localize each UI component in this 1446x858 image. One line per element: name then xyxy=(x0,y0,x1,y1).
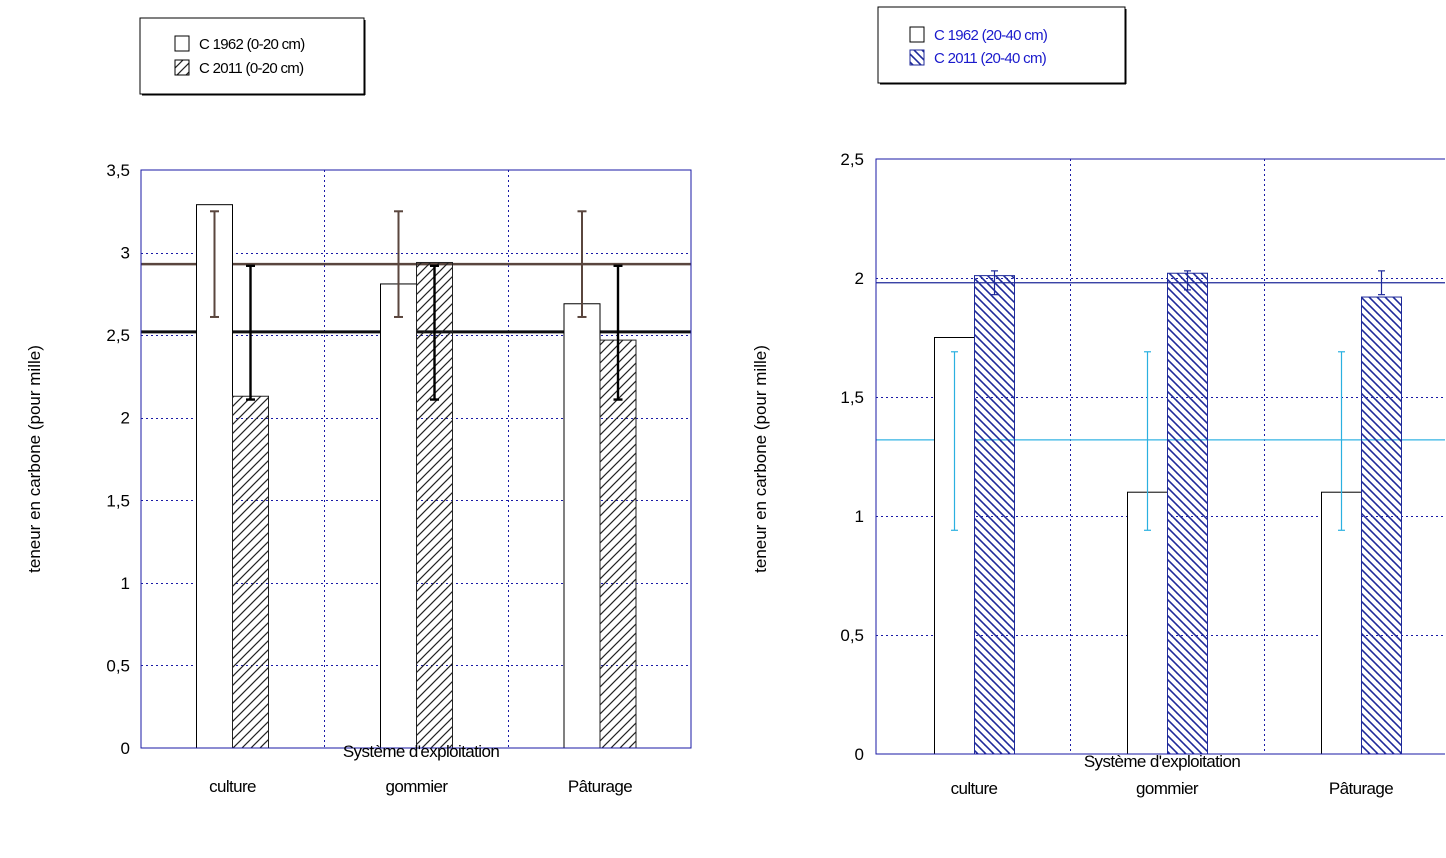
left-legend-box xyxy=(139,17,365,95)
right-chart-panel: C 1962 (20-40 cm) C 2011 (20-40 cm) 0 0,5… xyxy=(751,6,1445,798)
y-tick-label: 1,5 xyxy=(106,491,130,510)
right-y-tick-labels: 0 0,5 1 1,5 2 2,5 xyxy=(840,150,864,764)
right-legend-box xyxy=(877,6,1126,84)
error-bar-1962-gommier xyxy=(1144,351,1151,531)
error-bar-1962-culture xyxy=(951,351,958,531)
right-plot-frame xyxy=(875,158,1445,755)
bar-1962-gommier xyxy=(1127,491,1168,755)
bar-2011-culture xyxy=(232,395,269,749)
error-bar-2011-culture xyxy=(246,264,255,401)
left-x-tick-labels: culture gommier Pâturage xyxy=(209,777,633,796)
bar-1962-gommier xyxy=(380,283,417,749)
right-x-tick-labels: culture gommier Pâturage xyxy=(951,779,1394,798)
y-tick-label: 1 xyxy=(855,507,864,526)
x-category-label: culture xyxy=(951,779,998,798)
left-bars xyxy=(196,204,637,749)
left-legend-swatch-2011 xyxy=(174,59,190,76)
right-y-axis-label: teneur en carbone (pour mille) xyxy=(751,345,770,573)
error-bar-2011-pâturage xyxy=(613,264,623,401)
right-gridlines xyxy=(876,159,1445,754)
x-category-label: Pâturage xyxy=(1329,779,1393,798)
x-category-label: culture xyxy=(209,777,256,796)
bar-2011-pâturage xyxy=(1361,296,1402,755)
left-y-tick-labels: 0 0,5 1 1,5 2 2,5 3 3,5 xyxy=(106,161,130,758)
bar-2011-culture xyxy=(974,275,1015,755)
right-legend-label-1962: C 1962 (20-40 cm) xyxy=(934,27,1048,44)
error-bar-2011-gommier xyxy=(1184,270,1191,291)
y-tick-label: 1 xyxy=(121,574,130,593)
left-plot-frame xyxy=(140,169,692,749)
x-category-label: Pâturage xyxy=(568,777,632,796)
error-bar-1962-pâturage xyxy=(577,210,587,318)
left-legend-swatch-1962 xyxy=(174,35,190,52)
y-tick-label: 3,5 xyxy=(106,161,130,180)
left-legend-label-2011: C 2011 (0-20 cm) xyxy=(199,60,304,77)
left-x-axis-label: Système d'exploitation xyxy=(343,742,500,761)
bar-2011-pâturage xyxy=(599,339,637,749)
y-tick-label: 0,5 xyxy=(106,656,130,675)
y-tick-label: 2,5 xyxy=(106,326,130,345)
y-tick-label: 3 xyxy=(121,244,130,263)
y-tick-label: 0,5 xyxy=(840,626,864,645)
error-bar-1962-culture xyxy=(210,210,219,318)
left-chart-panel: C 1962 (0-20 cm) C 2011 (0-20 cm) 0 0,5 1 1… xyxy=(25,17,692,796)
error-bar-1962-pâturage xyxy=(1338,351,1345,531)
right-legend-label-2011: C 2011 (20-40 cm) xyxy=(934,50,1047,67)
x-category-label: gommier xyxy=(1136,779,1199,798)
y-tick-label: 1,5 xyxy=(840,388,864,407)
right-legend-swatch-2011 xyxy=(909,49,925,66)
x-category-label: gommier xyxy=(386,777,449,796)
left-legend-label-1962: C 1962 (0-20 cm) xyxy=(199,36,305,53)
right-x-axis-label: Système d'exploitation xyxy=(1084,752,1241,771)
error-bar-2011-gommier xyxy=(430,264,439,401)
right-error-bars xyxy=(951,270,1385,531)
right-bars xyxy=(934,272,1402,755)
bar-1962-pâturage xyxy=(563,303,601,749)
y-tick-label: 0 xyxy=(121,739,130,758)
left-legend: C 1962 (0-20 cm) C 2011 (0-20 cm) xyxy=(139,17,366,96)
y-tick-label: 2 xyxy=(855,269,864,288)
left-y-axis-label: teneur en carbone (pour mille) xyxy=(25,345,44,573)
right-legend: C 1962 (20-40 cm) C 2011 (20-40 cm) xyxy=(877,6,1127,85)
y-tick-label: 2,5 xyxy=(840,150,864,169)
error-bar-1962-gommier xyxy=(394,210,403,318)
error-bar-2011-culture xyxy=(991,270,998,296)
error-bar-2011-pâturage xyxy=(1378,270,1385,296)
right-legend-swatch-1962 xyxy=(909,26,925,43)
y-tick-label: 0 xyxy=(855,745,864,764)
bar-2011-gommier xyxy=(1167,272,1208,755)
bar-1962-pâturage xyxy=(1321,491,1362,755)
left-error-bars xyxy=(210,210,623,401)
y-tick-label: 2 xyxy=(121,409,130,428)
